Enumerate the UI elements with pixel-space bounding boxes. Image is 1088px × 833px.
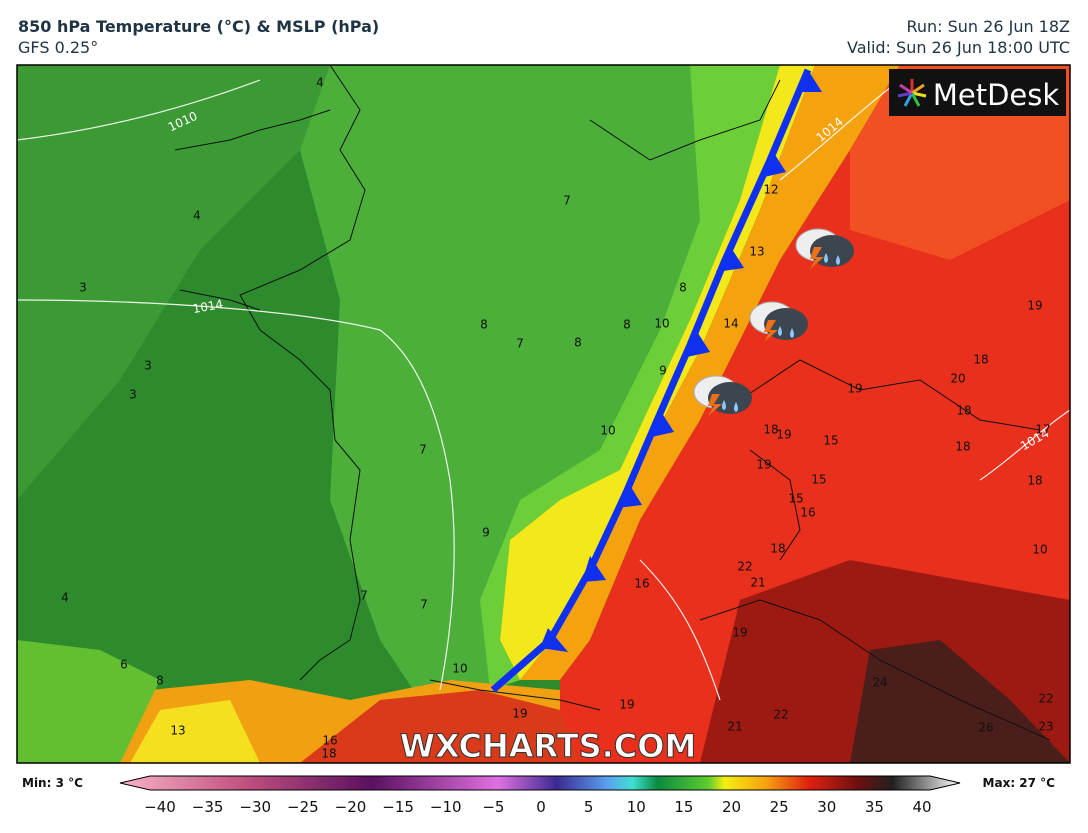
isotherm-label: 10 [452,662,467,676]
isotherm-label: 19 [776,428,791,442]
isotherm-label: 7 [419,443,427,457]
isotherm-label: 10 [600,424,615,438]
isotherm-label: 10 [654,317,669,331]
subtitle: GFS 0.25° [18,38,98,57]
isotherm-label: 19 [847,382,862,396]
isotherm-label: 20 [950,372,965,386]
logo: MetDesk [889,69,1066,116]
legend-tick-label: −40 [144,798,176,816]
isotherm-label: 19 [1027,299,1042,313]
isotherm-label: 19 [619,698,634,712]
isotherm-label: 4 [61,591,69,605]
isotherm-label: 14 [723,317,738,331]
isotherm-label: 19 [732,626,747,640]
logo-text: MetDesk [933,78,1060,112]
map-frame [16,64,1071,764]
isotherm-label: 19 [756,458,771,472]
isotherm-label: 18 [1027,474,1042,488]
title: 850 hPa Temperature (°C) & MSLP (hPa) [18,17,379,36]
legend-tick-label: 5 [584,798,594,816]
isotherm-label: 22 [737,560,752,574]
isotherm-label: 18 [770,542,785,556]
isotherm-label: 7 [563,194,571,208]
isotherm-label: 13 [749,245,764,259]
isotherm-label: 10 [1032,543,1047,557]
run-time: Run: Sun 26 Jun 18Z [906,17,1070,36]
isotherm-label: 18 [321,747,336,761]
isotherm-label: 18 [973,353,988,367]
isotherm-label: 4 [193,209,201,223]
legend-tick-label: 30 [817,798,836,816]
isotherm-label: 12 [763,183,778,197]
isotherm-label: 18 [763,423,778,437]
map [17,65,1070,763]
legend-tick-label: 0 [536,798,546,816]
max-label: Max: 27 °C [983,776,1056,790]
cold-front [490,68,822,693]
legend-tick-label: 40 [912,798,931,816]
isotherm-label: 21 [750,576,765,590]
isotherm-label: 8 [679,281,687,295]
isotherm-label: 8 [623,318,631,332]
legend-tick-label: −25 [287,798,319,816]
legend-tick-label: 35 [865,798,884,816]
legend-tick-label: 20 [722,798,741,816]
storm-icons [693,228,854,416]
isotherm-label: 3 [79,281,87,295]
isotherm-label: 7 [360,589,368,603]
isotherm-label: 9 [482,526,490,540]
isotherm-label: 22 [773,708,788,722]
legend-tick-label: 10 [627,798,646,816]
isotherm-label: 24 [872,676,887,690]
isotherm-label: 21 [727,720,742,734]
valid-time: Valid: Sun 26 Jun 18:00 UTC [847,38,1070,57]
isotherm-label: 4 [316,76,324,90]
legend-tick-label: −30 [239,798,271,816]
isotherm-label: 8 [574,336,582,350]
isotherm-label: 23 [1038,720,1053,734]
isotherm-label: 16 [634,577,649,591]
isotherm-label: 3 [129,388,137,402]
isotherm-label: 19 [512,707,527,721]
isotherm-label: 18 [956,404,971,418]
isotherm-label: 16 [322,734,337,748]
isotherm-label: 18 [955,440,970,454]
isotherm-label: 6 [120,658,128,672]
isotherm-label: 16 [800,506,815,520]
legend-tick-label: −10 [430,798,462,816]
isotherm-label: 15 [811,473,826,487]
legend-tick-label: −35 [192,798,224,816]
isotherm-label: 8 [480,318,488,332]
isotherm-label: 26 [978,721,993,735]
legend-tick-label: 25 [770,798,789,816]
isotherm-label: 3 [144,359,152,373]
legend-tick-label: 15 [674,798,693,816]
min-label: Min: 3 °C [22,776,83,790]
isotherm-label: 7 [420,598,428,612]
isotherm-label: 7 [516,337,524,351]
isotherm-label: 15 [823,434,838,448]
legend-tick-label: −5 [482,798,504,816]
isotherm-label: 8 [156,674,164,688]
isotherm-label: 17 [1035,423,1050,437]
isotherm-label: 13 [170,724,185,738]
isotherm-label: 9 [659,364,667,378]
isotherm-label: 15 [788,492,803,506]
legend-tick-label: −20 [335,798,367,816]
color-legend: Min: 3 °C Max: 27 °C −40 −35 −30 −25 −20 −15−… [22,775,1056,816]
isotherm-label: 22 [1038,692,1053,706]
isobar-label: 1014 [192,297,225,316]
watermark: WXCHARTS.COM [400,727,697,765]
legend-tick-label: −15 [382,798,414,816]
